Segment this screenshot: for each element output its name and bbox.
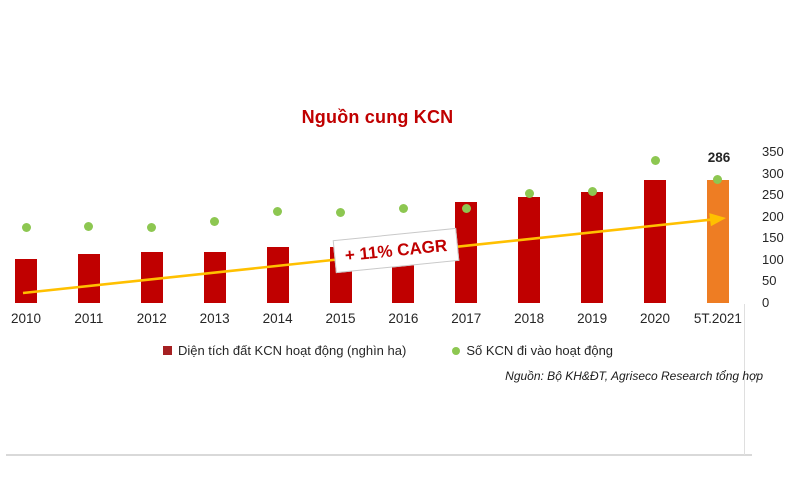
x-tick-2010: 2010: [10, 311, 42, 326]
dot-series-marker-icon: [452, 346, 461, 355]
x-tick-2018: 2018: [514, 311, 545, 326]
bar-5T.2021: [706, 179, 729, 303]
x-tick-2017: 2017: [451, 311, 482, 326]
y-tick-100: 100: [762, 251, 784, 267]
x-tick-2014: 2014: [262, 311, 293, 326]
bar-2011: [77, 253, 100, 303]
bar-2012: [140, 252, 163, 303]
plot-area: [0, 152, 800, 456]
y-tick-50: 50: [762, 273, 777, 289]
x-tick-2019: 2019: [577, 311, 608, 326]
bar-series-marker-icon: [162, 346, 172, 355]
dot-2011: [84, 221, 94, 231]
dot-2014: [273, 207, 283, 216]
source-note: Nguồn: Bộ KH&ĐT, Agriseco Research tổng …: [505, 369, 763, 383]
x-tick-2012: 2012: [136, 311, 167, 326]
dot-2017: [461, 203, 471, 213]
y-axis-line: [744, 304, 745, 455]
y-tick-200: 200: [762, 208, 784, 224]
y-tick-350: 350: [762, 144, 784, 159]
legend: Diện tích đất KCN hoạt động (nghìn ha) S…: [0, 343, 776, 358]
dot-2018: [524, 188, 534, 198]
x-axis-line: [6, 454, 752, 456]
y-tick-150: 150: [762, 230, 784, 246]
y-tick-300: 300: [762, 165, 784, 181]
x-tick-2011: 2011: [74, 311, 104, 326]
dot-2013: [210, 216, 220, 226]
dot-2020: [650, 156, 660, 166]
legend-item-dot-series: Số KCN đi vào hoạt động: [452, 343, 613, 358]
legend-bar-series-label: Diện tích đất KCN hoạt động (nghìn ha): [177, 343, 407, 358]
bar-2010: [15, 259, 37, 303]
dot-5T.2021: [713, 175, 723, 185]
dot-2015: [336, 207, 345, 217]
bar-2014: [266, 246, 289, 303]
x-tick-2020: 2020: [639, 311, 671, 326]
legend-dot-series-label: Số KCN đi vào hoạt động: [466, 343, 614, 358]
bar-2019: [581, 192, 604, 303]
x-tick-5T.2021: 5T.2021: [693, 311, 742, 326]
bar-2020: [644, 180, 666, 303]
dot-2010: [21, 223, 31, 233]
cagr-annotation-label: + 11% CAGR: [343, 235, 448, 265]
dot-2012: [147, 222, 157, 232]
last-bar-value-label: 286: [707, 150, 731, 165]
y-tick-0: 0: [762, 295, 770, 310]
legend-item-bar-series: Diện tích đất KCN hoạt động (nghìn ha): [162, 343, 407, 358]
dot-2019: [587, 187, 597, 197]
bar-2018: [518, 197, 541, 303]
x-tick-2013: 2013: [199, 311, 230, 326]
y-tick-250: 250: [762, 187, 784, 203]
x-tick-2016: 2016: [388, 311, 419, 326]
x-tick-2015: 2015: [325, 311, 356, 326]
dot-2016: [398, 204, 408, 214]
bar-2013: [203, 252, 226, 303]
chart-title: Nguồn cung KCN: [301, 107, 454, 127]
